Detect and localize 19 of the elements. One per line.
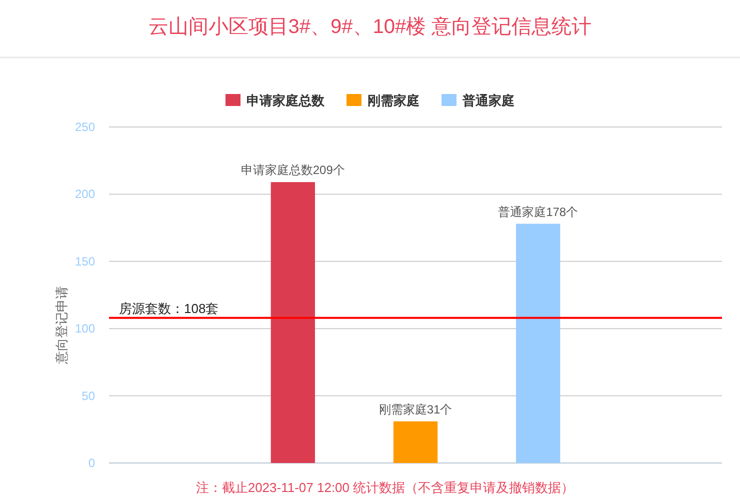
data-label: 普通家庭178个 — [498, 204, 578, 219]
legend-label: 普通家庭 — [462, 93, 514, 108]
chart-title: 云山间小区项目3#、9#、10#楼 意向登记信息统计 — [148, 16, 592, 38]
y-tick-label: 250 — [74, 120, 96, 134]
legend-label: 申请家庭总数 — [246, 93, 326, 108]
legend-label: 刚需家庭 — [368, 93, 420, 108]
y-tick-label: 200 — [74, 187, 96, 202]
y-tick-label: 150 — [74, 254, 96, 268]
bar — [393, 421, 438, 463]
y-axis-title: 意向登记申请 — [54, 286, 69, 365]
data-label: 刚需家庭31个 — [378, 402, 452, 416]
data-label: 申请家庭总数209个 — [240, 163, 345, 178]
bar — [270, 182, 315, 463]
bar — [516, 224, 560, 463]
text: 注：截止2023-11-07 12:00 统计数据（不含重复申请及撤销数据） — [196, 480, 574, 495]
y-tick-label: 50 — [82, 388, 96, 403]
y-tick-label: 0 — [88, 456, 96, 470]
y-tick-label: 100 — [74, 322, 96, 336]
ref-line-label: 房源套数：108套 — [119, 300, 219, 316]
